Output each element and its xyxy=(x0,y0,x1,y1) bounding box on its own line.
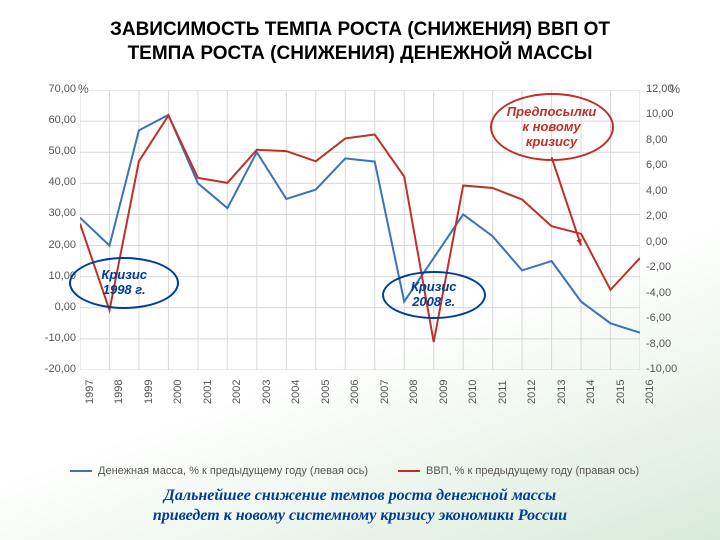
x-tick: 2008 xyxy=(408,380,420,404)
x-tick: 2007 xyxy=(379,380,391,404)
x-tick: 1999 xyxy=(143,380,155,404)
legend-swatch-gdp xyxy=(398,470,420,472)
y-left-tick: 0,00 xyxy=(34,301,76,313)
annotation-crisis-2008: Кризис 2008 г. xyxy=(382,271,486,319)
x-tick: 2002 xyxy=(231,380,243,404)
y-left-tick: 20,00 xyxy=(34,239,76,251)
x-tick: 2003 xyxy=(261,380,273,404)
y-left-tick: 50,00 xyxy=(34,145,76,157)
x-tick: 2005 xyxy=(320,380,332,404)
x-tick: 2013 xyxy=(556,380,568,404)
slide-title: ЗАВИСИМОСТЬ ТЕМПА РОСТА (СНИЖЕНИЯ) ВВП О… xyxy=(0,18,720,66)
x-tick: 1998 xyxy=(113,380,125,404)
y-left-tick: 70,00 xyxy=(34,83,76,95)
x-tick: 2009 xyxy=(438,380,450,404)
y-right-tick: -8,00 xyxy=(646,338,688,350)
y-right-tick: 6,00 xyxy=(646,159,688,171)
y-right-tick: 12,00 xyxy=(646,83,688,95)
chart-container: % % -20,00-10,000,0010,0020,0030,0040,00… xyxy=(30,80,690,440)
y-left-tick: 40,00 xyxy=(34,176,76,188)
legend-item-money: Денежная масса, % к предыдущему году (ле… xyxy=(70,465,368,477)
y-right-tick: -10,00 xyxy=(646,363,688,375)
y-right-tick: 8,00 xyxy=(646,134,688,146)
y-right-tick: 2,00 xyxy=(646,210,688,222)
x-tick: 2001 xyxy=(202,380,214,404)
x-tick: 2000 xyxy=(172,380,184,404)
y-right-tick: -4,00 xyxy=(646,287,688,299)
legend: Денежная масса, % к предыдущему году (ле… xyxy=(70,460,680,482)
y-right-tick: -2,00 xyxy=(646,261,688,273)
y-left-tick: -20,00 xyxy=(34,363,76,375)
x-tick: 2012 xyxy=(526,380,538,404)
y-left-tick: -10,00 xyxy=(34,332,76,344)
x-tick: 2010 xyxy=(467,380,479,404)
x-tick: 2014 xyxy=(585,380,597,404)
x-tick: 1997 xyxy=(84,380,96,404)
slide: ЗАВИСИМОСТЬ ТЕМПА РОСТА (СНИЖЕНИЯ) ВВП О… xyxy=(0,0,720,540)
x-tick: 2015 xyxy=(615,380,627,404)
y-right-tick: -6,00 xyxy=(646,312,688,324)
y-left-tick: 30,00 xyxy=(34,207,76,219)
legend-item-gdp: ВВП, % к предыдущему году (правая ось) xyxy=(398,465,639,477)
annotation-new-crisis: Предпосылки к новому кризису xyxy=(490,93,614,161)
y-right-tick: 10,00 xyxy=(646,108,688,120)
legend-swatch-money xyxy=(70,470,92,472)
caption: Дальнейшее снижение темпов роста денежно… xyxy=(0,486,720,526)
x-tick: 2004 xyxy=(290,380,302,404)
y-left-tick: 60,00 xyxy=(34,114,76,126)
y-right-tick: 4,00 xyxy=(646,185,688,197)
x-tick: 2011 xyxy=(497,380,509,404)
legend-label-gdp: ВВП, % к предыдущему году (правая ось) xyxy=(426,465,639,477)
x-tick: 2016 xyxy=(644,380,656,404)
annotation-crisis-1998: Кризис 1998 г. xyxy=(69,257,179,309)
legend-label-money: Денежная масса, % к предыдущему году (ле… xyxy=(98,465,368,477)
x-tick: 2006 xyxy=(349,380,361,404)
y-right-tick: 0,00 xyxy=(646,236,688,248)
